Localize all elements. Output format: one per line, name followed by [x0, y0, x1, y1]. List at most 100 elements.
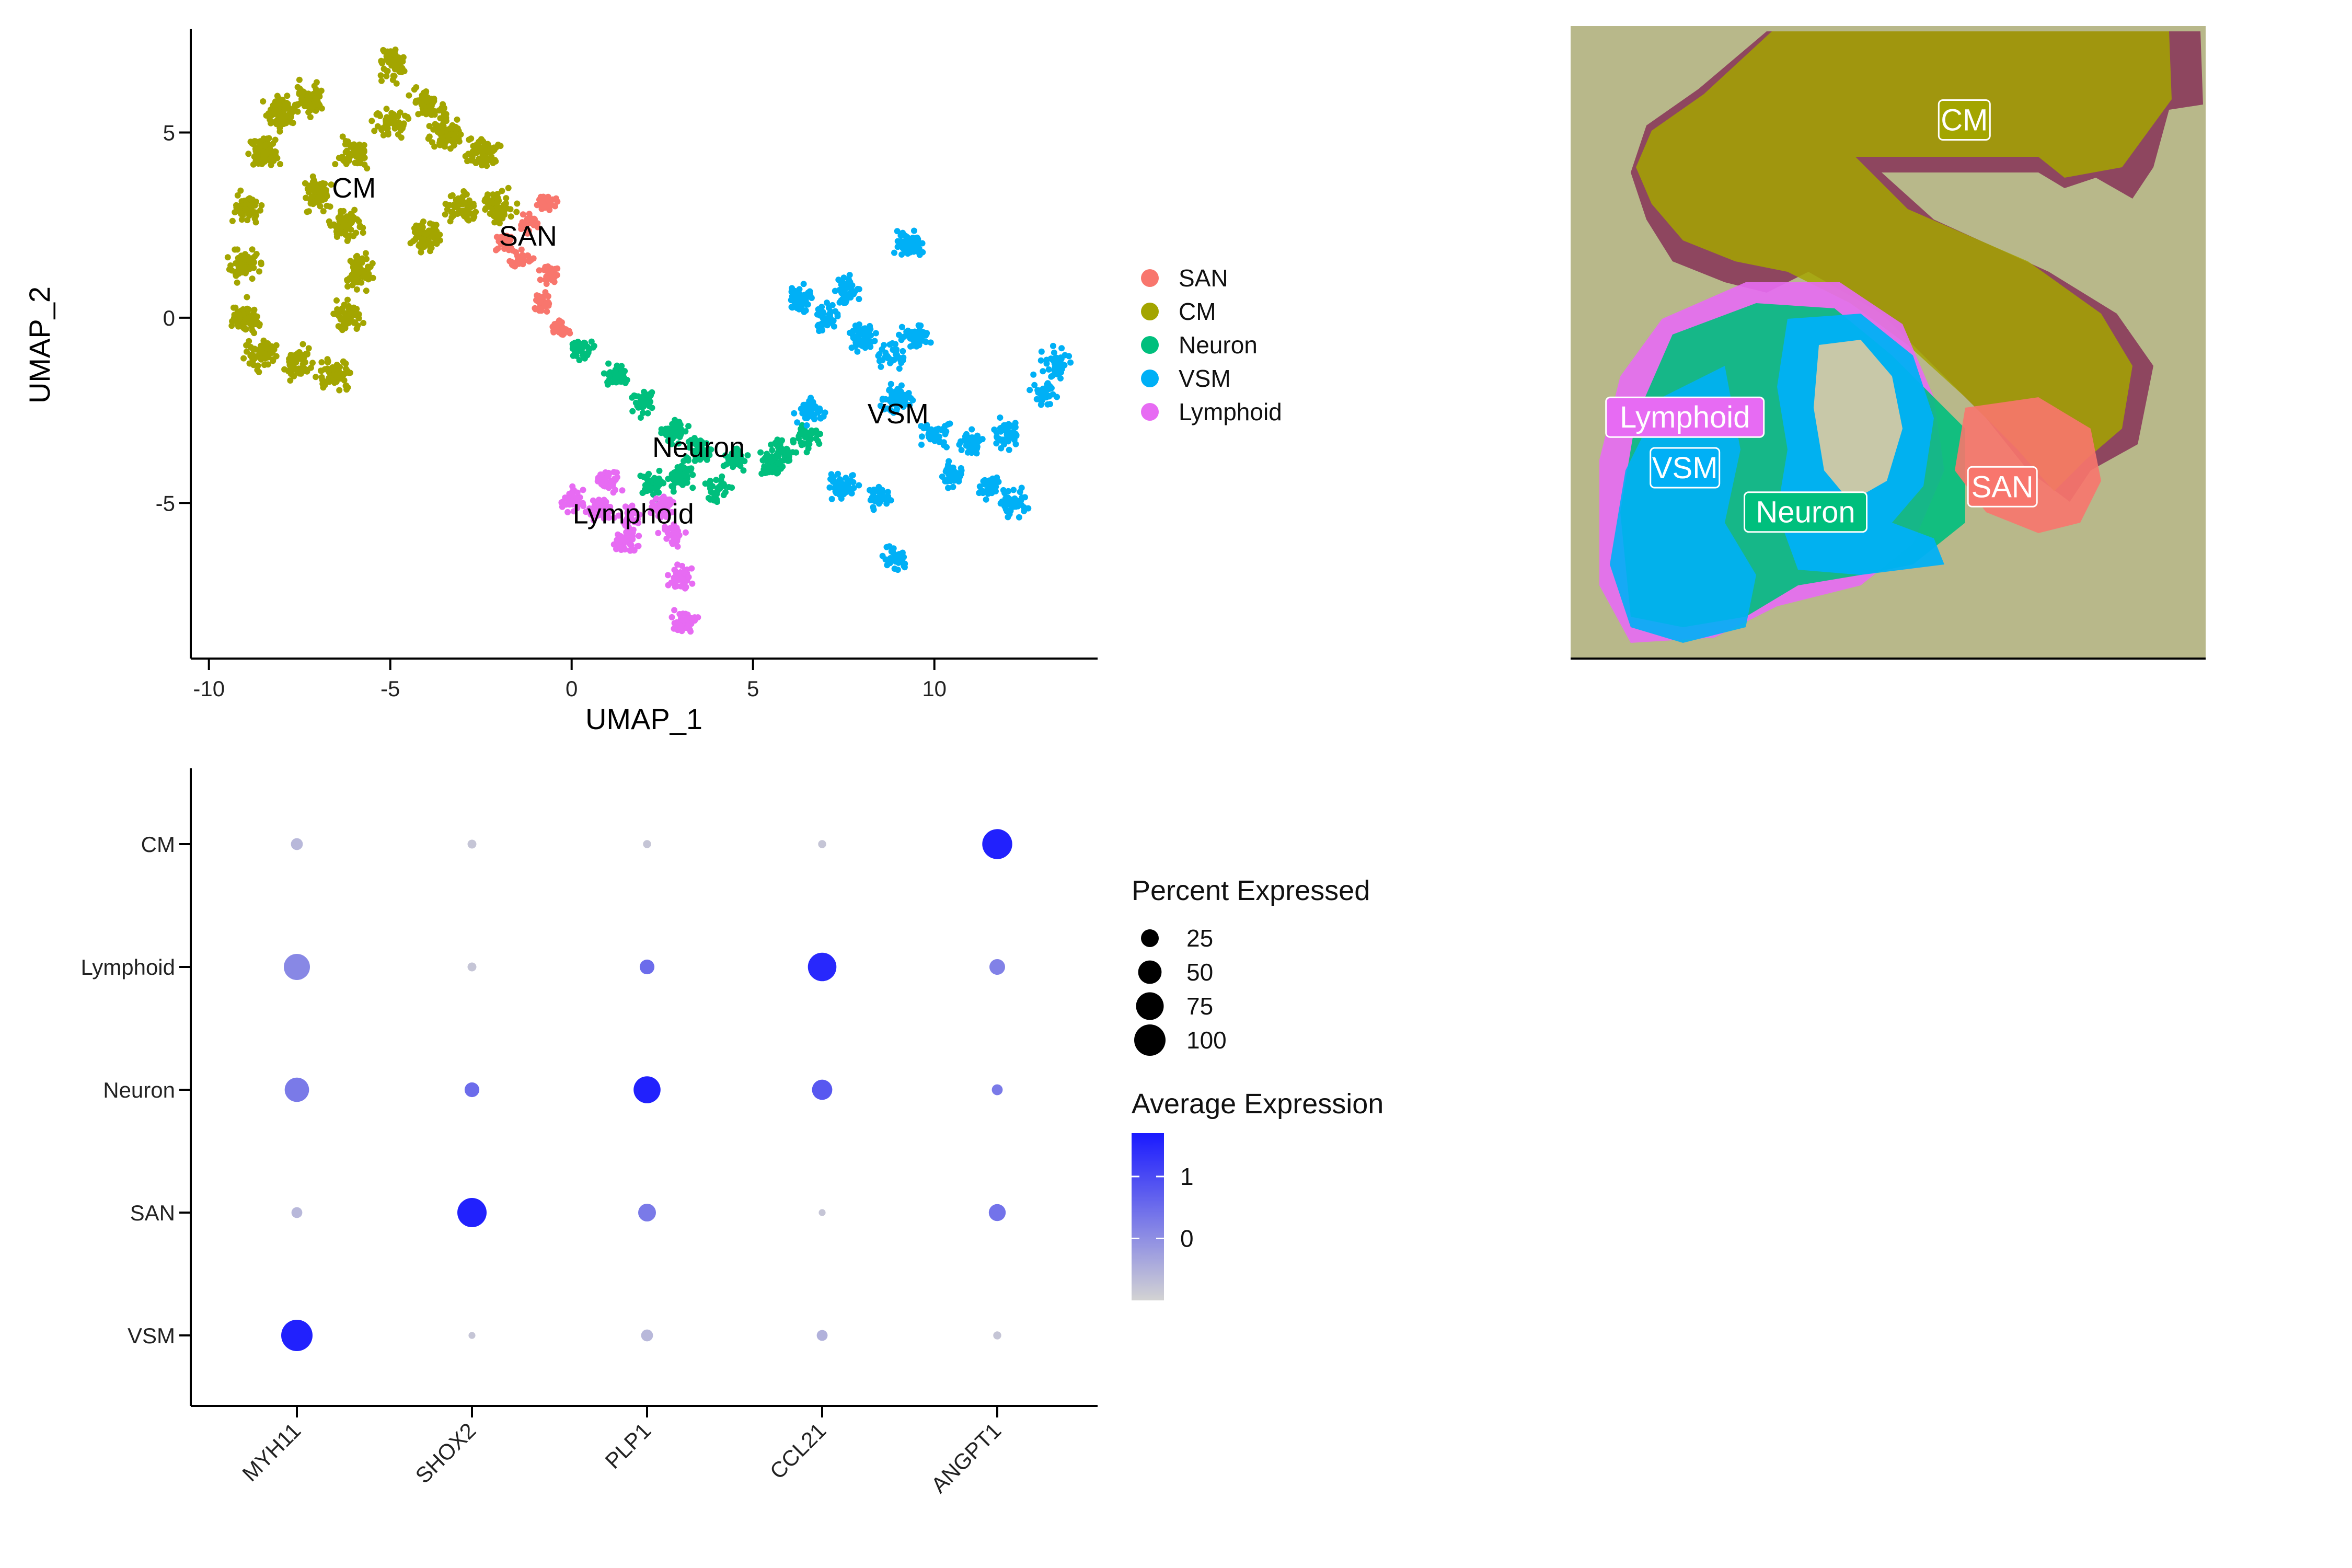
- umap-point: [894, 567, 901, 573]
- umap-point: [287, 355, 294, 362]
- umap-point: [1045, 366, 1052, 373]
- umap-point: [335, 366, 341, 373]
- umap-point: [232, 246, 238, 253]
- umap-point: [1001, 490, 1008, 497]
- umap-point: [349, 259, 356, 266]
- umap-point: [946, 458, 952, 465]
- umap-point: [358, 279, 365, 286]
- dot-lymphoid-ccl21: [808, 952, 837, 982]
- umap-point: [625, 515, 632, 522]
- umap-point: [321, 382, 328, 388]
- umap-point: [879, 357, 885, 364]
- umap-point: [497, 234, 504, 240]
- umap-point: [499, 215, 506, 222]
- umap-point: [950, 464, 956, 471]
- umap-point: [455, 196, 462, 202]
- umap-point: [796, 286, 803, 293]
- tissue-regions: [1599, 31, 2203, 643]
- umap-point: [664, 509, 671, 515]
- umap-point: [255, 160, 262, 167]
- umap-point: [711, 492, 718, 499]
- umap-point: [849, 472, 856, 479]
- umap-point: [331, 379, 338, 386]
- umap-x-tick-label: -5: [381, 676, 400, 701]
- umap-point: [675, 440, 682, 447]
- umap-point: [665, 501, 672, 508]
- umap-point: [406, 92, 412, 99]
- umap-point: [472, 209, 479, 215]
- umap-point: [693, 453, 699, 459]
- umap-point: [653, 495, 660, 502]
- dot-x-tick-label-ccl21: CCL21: [765, 1418, 831, 1484]
- legend-swatch-san: [1141, 269, 1159, 287]
- umap-point: [976, 483, 983, 490]
- dot-y-ticks: CM Lymphoid Neuron SAN VSM: [80, 832, 191, 1348]
- umap-point: [337, 315, 344, 321]
- umap-point: [239, 212, 246, 218]
- umap-label-san: SAN: [499, 221, 557, 252]
- umap-point: [887, 381, 894, 387]
- dot-y-tick-label-san: SAN: [130, 1201, 175, 1225]
- umap-point: [803, 412, 810, 419]
- umap-point: [365, 273, 372, 280]
- umap-point: [365, 263, 371, 270]
- umap-point: [976, 490, 983, 497]
- umap-point: [275, 114, 282, 121]
- umap-point: [816, 405, 823, 412]
- umap-point: [340, 157, 347, 164]
- umap-point: [1003, 436, 1010, 443]
- umap-point: [441, 110, 447, 117]
- umap-point: [902, 560, 908, 567]
- umap-point: [918, 441, 925, 448]
- umap-point: [928, 429, 935, 435]
- umap-point: [877, 402, 884, 409]
- umap-point: [339, 133, 346, 140]
- umap-point: [611, 514, 618, 521]
- umap-point: [655, 529, 662, 536]
- umap-point: [360, 150, 366, 157]
- umap-point: [481, 198, 488, 204]
- umap-point: [305, 182, 312, 189]
- umap-point: [917, 322, 924, 329]
- dot-y-tick-label-cm: CM: [141, 832, 175, 857]
- umap-point: [237, 187, 244, 194]
- umap-point: [607, 503, 614, 510]
- umap-point: [268, 120, 274, 126]
- umap-point: [689, 485, 696, 491]
- umap-point: [499, 188, 505, 194]
- umap-point: [868, 338, 875, 345]
- umap-point: [610, 489, 617, 496]
- umap-point: [1067, 359, 1074, 366]
- umap-point: [353, 286, 360, 293]
- umap-point: [518, 226, 525, 232]
- umap-point: [247, 320, 253, 327]
- umap-point: [301, 355, 307, 362]
- umap-point: [993, 483, 999, 490]
- umap-point: [264, 361, 271, 368]
- umap-point: [493, 247, 499, 253]
- umap-point: [888, 548, 895, 555]
- umap-point: [304, 350, 310, 357]
- legend-label-neuron: Neuron: [1179, 331, 1258, 359]
- umap-point: [312, 95, 319, 101]
- umap-points-san: [493, 193, 573, 338]
- tissue-label-vsm: VSM: [1652, 451, 1718, 485]
- umap-point: [740, 467, 747, 474]
- umap-point: [872, 330, 879, 337]
- umap-point: [991, 426, 998, 433]
- umap-point: [907, 343, 914, 350]
- dot-y-tick-label-vsm: VSM: [128, 1323, 175, 1348]
- umap-point: [413, 230, 420, 237]
- umap-point: [418, 222, 425, 228]
- umap-point: [304, 209, 310, 215]
- umap-point: [1038, 348, 1045, 355]
- umap-point: [228, 322, 235, 329]
- umap-point: [299, 88, 306, 95]
- umap-point: [704, 451, 711, 457]
- umap-point: [257, 207, 263, 214]
- umap-point: [543, 281, 550, 287]
- umap-point: [296, 100, 303, 107]
- umap-point: [393, 53, 399, 60]
- umap-point: [596, 507, 603, 514]
- umap-point: [918, 433, 925, 440]
